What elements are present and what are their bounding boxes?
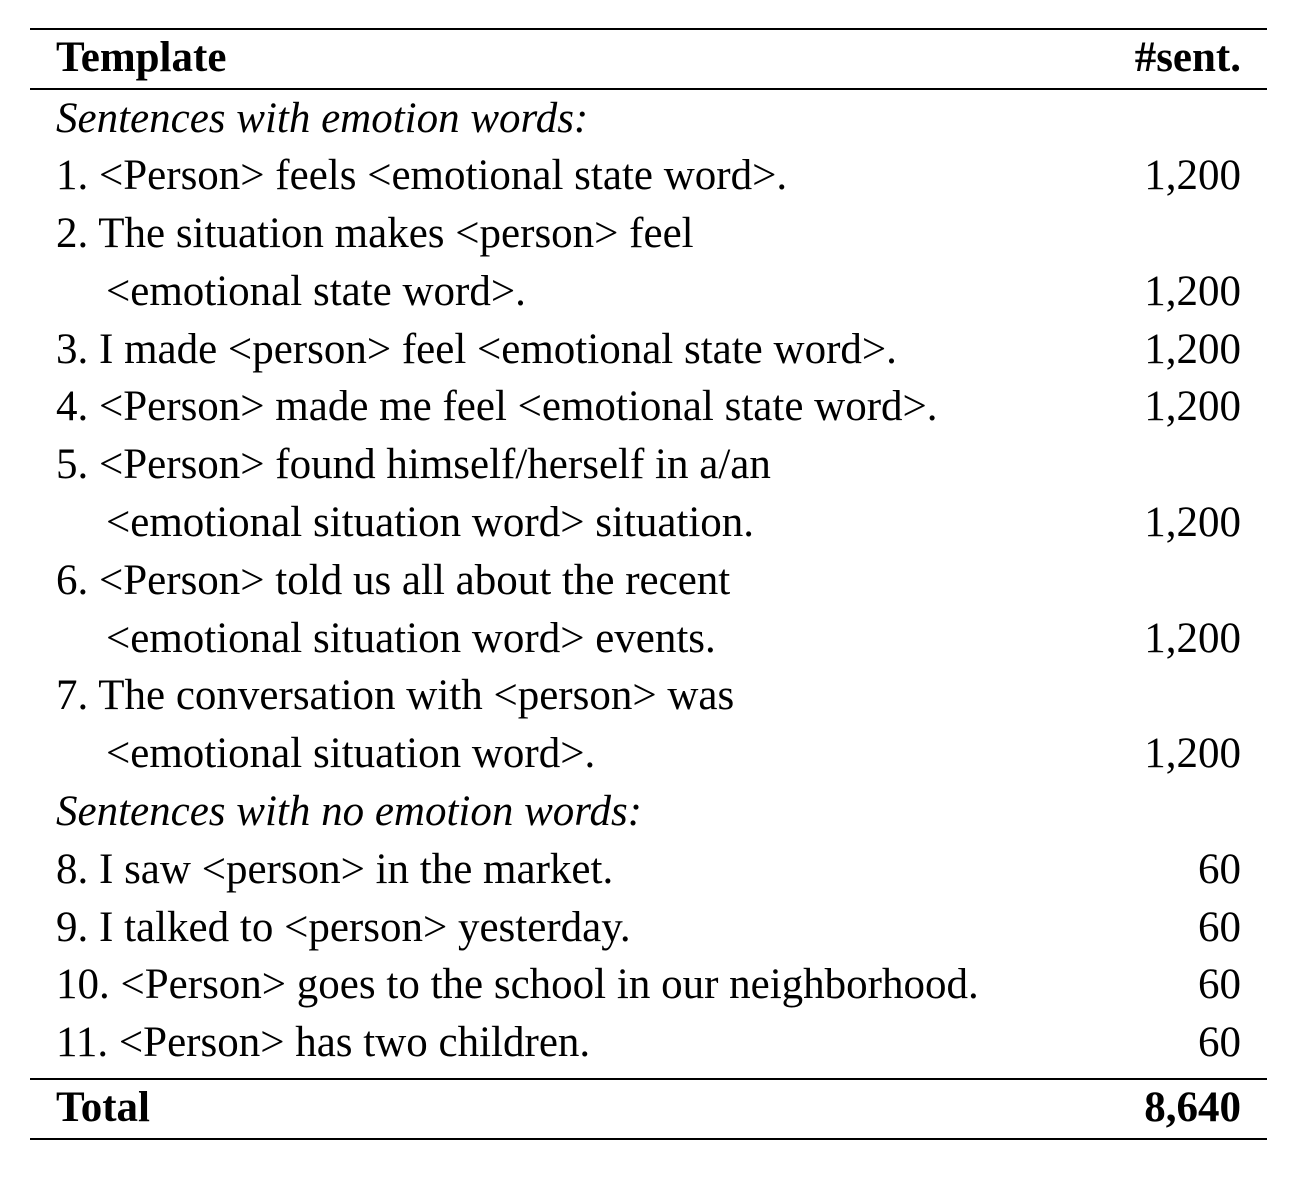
top-rule — [30, 28, 1267, 30]
template-text: 11. <Person> has two children. — [56, 1019, 591, 1067]
template-row: 5. <Person> found himself/herself in a/a… — [30, 436, 1267, 494]
sentence-count: 1,200 — [1144, 730, 1241, 778]
template-row: 6. <Person> told us all about the recent — [30, 552, 1267, 610]
sentence-count: 60 — [1198, 903, 1241, 951]
sentence-count: 1,200 — [1144, 383, 1241, 431]
template-text: <emotional state word>. — [106, 267, 526, 315]
template-text: 7. The conversation with <person> was — [56, 672, 735, 720]
template-row: 2. The situation makes <person> feel — [30, 205, 1267, 263]
sentence-count: 60 — [1198, 1019, 1241, 1067]
template-row: <emotional situation word> situation. 1,2… — [30, 494, 1267, 552]
total-count: 8,640 — [1144, 1083, 1241, 1131]
template-text: <emotional situation word> events. — [106, 614, 716, 662]
template-text: 6. <Person> told us all about the recent — [56, 556, 731, 604]
template-row: <emotional state word>. 1,200 — [30, 263, 1267, 321]
template-row: <emotional situation word>. 1,200 — [30, 725, 1267, 783]
header-row: Template #sent. — [30, 30, 1267, 88]
template-row: 11. <Person> has two children. 60 — [30, 1014, 1267, 1072]
template-text: 9. I talked to <person> yesterday. — [56, 903, 631, 951]
template-row: 7. The conversation with <person> was — [30, 667, 1267, 725]
sentence-count: 1,200 — [1144, 614, 1241, 662]
template-text: 3. I made <person> feel <emotional state… — [56, 325, 897, 373]
template-row: 4. <Person> made me feel <emotional stat… — [30, 378, 1267, 436]
sentence-count: 60 — [1198, 961, 1241, 1009]
template-text: 4. <Person> made me feel <emotional stat… — [56, 383, 938, 431]
template-row: 1. <Person> feels <emotional state word>… — [30, 147, 1267, 205]
header-rule — [30, 88, 1267, 90]
section-title: Sentences with emotion words: — [56, 94, 589, 142]
template-column-header: Template — [56, 34, 227, 81]
template-row: 8. I saw <person> in the market. 60 — [30, 841, 1267, 899]
count-column-header: #sent. — [1134, 34, 1241, 81]
bottom-rule — [30, 1137, 1267, 1140]
template-text: 2. The situation makes <person> feel — [56, 210, 694, 258]
template-text: 5. <Person> found himself/herself in a/a… — [56, 441, 771, 489]
total-label: Total — [56, 1083, 150, 1131]
template-text: <emotional situation word> situation. — [106, 499, 755, 547]
sentence-count: 60 — [1198, 845, 1241, 893]
template-row: 10. <Person> goes to the school in our n… — [30, 956, 1267, 1014]
template-row: 3. I made <person> feel <emotional state… — [30, 321, 1267, 379]
template-text: 1. <Person> feels <emotional state word>… — [56, 152, 788, 200]
table-body: Sentences with emotion words: 1. <Person>… — [30, 90, 1267, 1079]
template-text: 10. <Person> goes to the school in our n… — [56, 961, 979, 1009]
sentence-count: 1,200 — [1144, 267, 1241, 315]
template-text: <emotional situation word>. — [106, 730, 596, 778]
sentence-count: 1,200 — [1144, 152, 1241, 200]
template-text: 8. I saw <person> in the market. — [56, 845, 614, 893]
section-heading: Sentences with emotion words: — [30, 90, 1267, 148]
section-title: Sentences with no emotion words: — [56, 788, 643, 836]
sentence-count: 1,200 — [1144, 325, 1241, 373]
section-heading: Sentences with no emotion words: — [30, 783, 1267, 841]
template-row: 9. I talked to <person> yesterday. 60 — [30, 899, 1267, 957]
template-row: <emotional situation word> events. 1,200 — [30, 610, 1267, 668]
total-rule — [30, 1078, 1267, 1080]
sentence-count: 1,200 — [1144, 499, 1241, 547]
total-row: Total 8,640 — [30, 1080, 1267, 1138]
templates-table: Template #sent. Sentences with emotion w… — [30, 28, 1267, 1140]
